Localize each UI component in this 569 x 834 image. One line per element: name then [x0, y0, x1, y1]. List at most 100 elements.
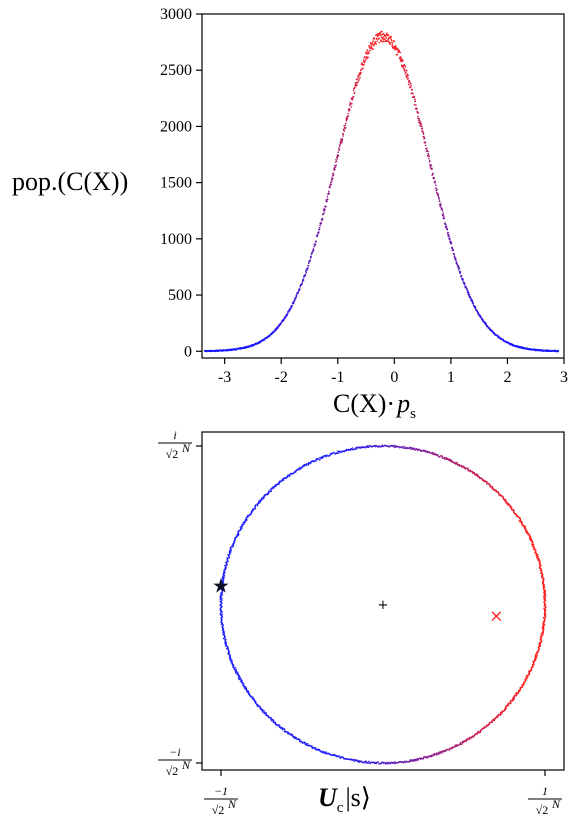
- top-data-point: [455, 259, 457, 262]
- top-data-point: [328, 192, 330, 195]
- top-data-point: [330, 183, 332, 186]
- top-data-point: [460, 275, 463, 278]
- circle-data-point: [536, 654, 539, 657]
- circle-data-point: [223, 577, 225, 579]
- top-data-point: [438, 199, 441, 201]
- circle-data-point: [531, 545, 534, 547]
- circle-data-point: [351, 447, 354, 449]
- top-data-point: [407, 75, 409, 77]
- bottom-y-tick-label-1-numerator: −i: [169, 745, 180, 759]
- bottom-x-tick-label-1-denominator: √2: [536, 803, 549, 817]
- top-data-point: [384, 35, 387, 38]
- bottom-y-tick-label-0-exponent: N: [181, 441, 191, 455]
- top-data-point: [456, 263, 459, 266]
- circle-data-point: [278, 481, 280, 484]
- top-data-point: [409, 82, 412, 85]
- circle-data-point: [220, 623, 223, 626]
- circle-data-point: [441, 751, 444, 754]
- circle-data-point: [305, 744, 308, 746]
- top-data-point: [327, 190, 330, 193]
- top-data-point: [341, 139, 344, 141]
- top-data-point: [326, 198, 329, 200]
- top-data-point: [339, 140, 342, 143]
- circle-data-point: [516, 693, 518, 695]
- circle-data-point: [468, 738, 471, 741]
- circle-data-point: [511, 698, 514, 701]
- circle-data-point: [220, 592, 222, 594]
- top-data-point: [390, 35, 392, 38]
- circle-data-point: [250, 696, 253, 698]
- circle-data-point: [363, 760, 366, 763]
- circle-data-point: [473, 471, 475, 474]
- top-y-tick-label-2: 1000: [160, 231, 192, 248]
- circle-data-point: [478, 730, 480, 733]
- circle-data-point: [358, 761, 361, 763]
- circle-data-point: [220, 585, 223, 587]
- top-data-point: [263, 339, 266, 341]
- top-data-point: [436, 188, 438, 191]
- top-data-point: [299, 288, 301, 291]
- top-data-point: [413, 96, 416, 99]
- bottom-x-tick-label-0-denominator: √2: [212, 803, 225, 817]
- top-data-point: [438, 197, 440, 199]
- top-data-point: [336, 156, 338, 159]
- circle-data-point: [512, 698, 515, 701]
- circle-data-point: [244, 687, 246, 690]
- top-data-point: [321, 218, 324, 220]
- top-data-point: [318, 228, 321, 231]
- top-data-point: [371, 41, 374, 44]
- top-x-axis-label: C(X)·ps: [333, 389, 416, 422]
- top-data-point: [356, 84, 358, 86]
- top-data-point: [313, 245, 315, 248]
- bottom-y-tick-label-1: −i √2 N: [158, 745, 192, 778]
- circle-data-point: [448, 459, 451, 462]
- circle-data-point: [454, 744, 457, 747]
- circle-data-point: [503, 499, 506, 502]
- circle-data-point: [427, 450, 430, 453]
- bottom-ticks: i√2 N−i√2 N−1√2 N1√2 N: [158, 428, 562, 817]
- top-data-point: [443, 217, 446, 220]
- top-x-tick-label-2: -1: [331, 369, 344, 386]
- circle-data-point: [230, 551, 232, 553]
- top-data-point: [435, 184, 437, 186]
- top-data-point: [401, 59, 404, 62]
- top-data-point: [366, 49, 369, 52]
- circle-data-point: [491, 719, 494, 721]
- top-data-point: [386, 40, 389, 43]
- circle-data-point: [518, 519, 521, 522]
- circle-data-point: [221, 611, 223, 614]
- top-data-point: [359, 73, 362, 76]
- circle-data-point: [223, 574, 226, 577]
- circle-data-point: [491, 721, 494, 723]
- circle-data-point: [478, 731, 480, 734]
- top-data-point: [378, 37, 380, 40]
- top-data-point: [400, 64, 403, 67]
- top-data-point: [344, 122, 347, 124]
- top-data-point: [343, 130, 346, 132]
- circle-data-point: [224, 641, 226, 643]
- top-data-point: [445, 225, 448, 228]
- top-data-point: [333, 164, 336, 167]
- top-data-point: [424, 141, 427, 144]
- top-data-point: [380, 34, 383, 36]
- circle-data-point: [533, 658, 536, 660]
- circle-data-point: [307, 461, 310, 464]
- circle-data-point: [491, 487, 494, 490]
- top-data-point: [399, 51, 401, 54]
- circle-data-point: [239, 676, 241, 678]
- circle-data-point: [357, 759, 360, 762]
- top-data-point: [318, 226, 321, 229]
- circle-data-point: [437, 751, 440, 754]
- circle-data-point: [509, 506, 512, 509]
- circle-data-point: [513, 508, 515, 511]
- circle-data-point: [454, 461, 457, 464]
- circle-data-point: [305, 463, 308, 465]
- circle-data-point: [529, 538, 531, 540]
- circle-data-point: [543, 595, 545, 598]
- top-data-point: [357, 79, 360, 82]
- circle-data-point: [322, 455, 324, 458]
- circle-data-point: [323, 751, 326, 753]
- top-data-point: [360, 72, 362, 74]
- top-data-point: [323, 211, 325, 214]
- circle-data-point: [237, 533, 240, 536]
